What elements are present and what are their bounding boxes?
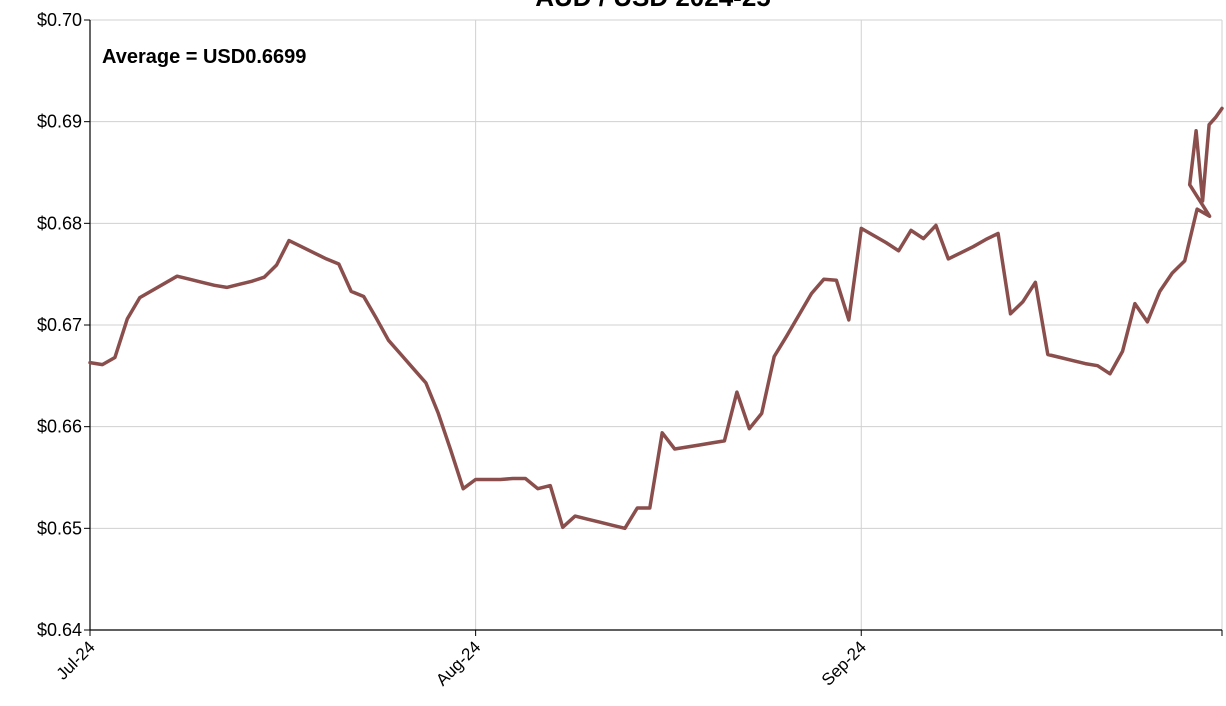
- y-tick-label: $0.64: [37, 620, 82, 640]
- y-axis-ticks: $0.64 $0.65 $0.66 $0.67 $0.68 $0.69 $0.70: [37, 10, 90, 640]
- chart-title: AUD / USD 2024-25: [535, 0, 771, 12]
- x-tick-label: Jul-24: [53, 637, 99, 683]
- average-annotation: Average = USD0.6699: [102, 46, 306, 68]
- y-tick-label: $0.67: [37, 315, 82, 335]
- x-axis-ticks: Jul-24 Aug-24 Sep-24: [53, 630, 1223, 690]
- series-line: [88, 106, 1224, 531]
- y-tick-label: $0.66: [37, 417, 82, 437]
- y-tick-label: $0.65: [37, 518, 82, 538]
- y-tick-label: $0.68: [37, 213, 82, 233]
- x-tick-label: Aug-24: [432, 637, 484, 689]
- y-tick-label: $0.70: [37, 10, 82, 30]
- gridlines: [89, 19, 1223, 631]
- y-tick-label: $0.69: [37, 112, 82, 132]
- x-tick-label: Sep-24: [818, 637, 870, 689]
